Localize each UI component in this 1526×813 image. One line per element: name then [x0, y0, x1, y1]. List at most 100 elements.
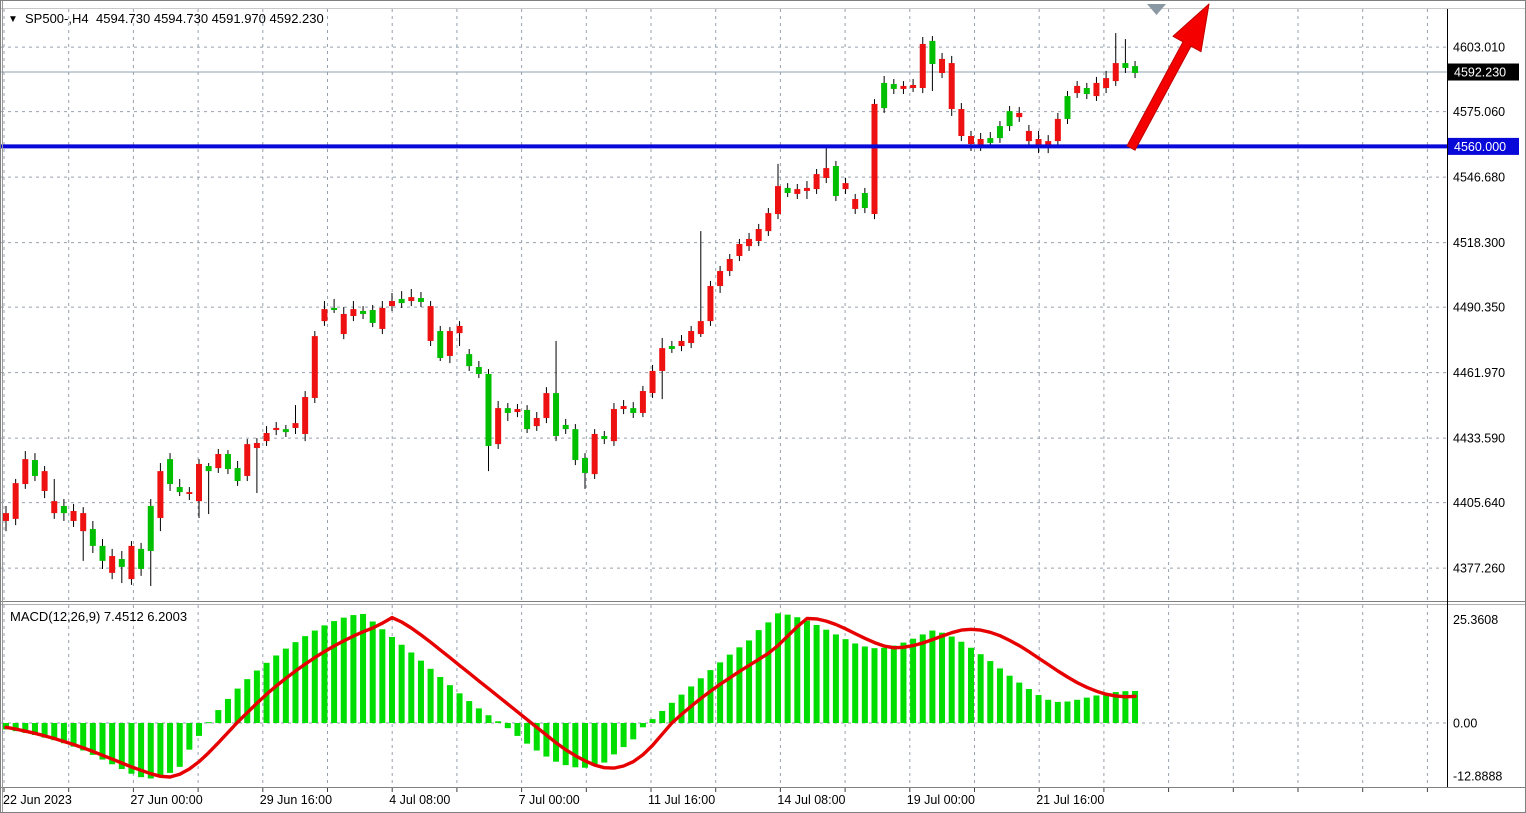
bear-candle [620, 406, 627, 410]
time-axis-label: 22 Jun 2023 [3, 793, 72, 807]
bear-candle [340, 313, 347, 335]
chart-title-quote: 4594.730 4594.730 4591.970 4592.230 [96, 11, 324, 26]
bear-candle [157, 471, 164, 518]
bear-candle [3, 513, 9, 521]
macd-histogram-bar [224, 698, 231, 723]
time-axis-label: 11 Jul 16:00 [648, 793, 715, 807]
macd-panel-area[interactable] [1, 605, 1447, 787]
macd-histogram-bar [99, 723, 106, 760]
bear-candle [253, 442, 260, 449]
bull-candle [553, 393, 560, 437]
price-axis-label: 4603.010 [1453, 41, 1505, 55]
bull-candle [582, 457, 588, 473]
macd-histogram-bar [881, 647, 888, 723]
macd-axis-label: 0.00 [1453, 717, 1477, 731]
macd-signal-line [4, 615, 1137, 779]
bull-candle [504, 408, 511, 413]
macd-histogram-bar [659, 710, 666, 723]
macd-histogram-bar [109, 723, 116, 765]
macd-histogram-bar [31, 723, 38, 736]
macd-histogram-bar [292, 642, 299, 723]
bull-candle [987, 138, 994, 143]
time-axis-label: 19 Jul 00:00 [907, 793, 975, 807]
macd-histogram-bar [910, 638, 917, 723]
bear-candle [900, 85, 907, 89]
macd-histogram-bar [456, 693, 463, 723]
bear-candle [292, 423, 299, 428]
main-chart-area[interactable] [1, 9, 1447, 601]
symbol-dropdown-icon[interactable]: ▼ [8, 14, 18, 25]
macd-histogram-bar [282, 648, 289, 723]
price-axis[interactable] [1448, 9, 1526, 787]
current-price-badge-text: 4592.230 [1454, 66, 1506, 80]
bear-candle [871, 103, 878, 215]
bull-candle [89, 529, 96, 546]
bear-candle [321, 309, 328, 322]
bear-candle [215, 454, 222, 469]
macd-histogram-bar [1122, 691, 1129, 723]
bull-candle [630, 408, 637, 413]
macd-histogram-bar [360, 613, 367, 723]
price-axis-label: 4377.260 [1453, 562, 1505, 576]
bear-candle [80, 513, 87, 532]
bear-candle [533, 418, 540, 427]
bear-candle [823, 168, 830, 179]
bear-candle [755, 229, 762, 242]
top-marker-triangle-icon[interactable] [1147, 4, 1166, 15]
bear-candle [842, 183, 849, 190]
level-price-badge [1448, 137, 1519, 155]
macd-histogram-bar [302, 636, 309, 723]
bull-candle [1122, 63, 1129, 68]
bull-candle [437, 331, 444, 359]
bear-candle [746, 238, 753, 247]
bear-candle [196, 463, 202, 502]
macd-histogram-bar [601, 723, 608, 763]
macd-histogram-bar [1054, 701, 1061, 723]
macd-histogram-bar [572, 723, 579, 768]
macd-histogram-bar [890, 645, 897, 723]
candles-layer[interactable] [3, 33, 1139, 587]
time-axis-label: 27 Jun 00:00 [130, 793, 202, 807]
price-axis-label: 4518.300 [1453, 236, 1505, 250]
bull-candle [1064, 96, 1071, 119]
bear-candle [273, 427, 280, 431]
bull-candle [60, 505, 67, 514]
macd-histogram-bar [929, 630, 936, 723]
bull-candle [861, 193, 868, 209]
price-axis-label: 4546.680 [1453, 171, 1505, 185]
bull-candle [562, 424, 569, 430]
macd-histogram-bar [167, 723, 174, 773]
bear-candle [659, 348, 666, 371]
time-axis-label: 29 Jun 16:00 [260, 793, 332, 807]
macd-histogram-bar [485, 715, 492, 723]
macd-histogram-bar [775, 613, 781, 723]
macd-histogram-bar [176, 723, 183, 767]
macd-histogram-bar [446, 685, 453, 723]
bear-candle [427, 306, 434, 341]
bear-candle [109, 556, 116, 573]
axis-labels-layer: 4603.010 4575.060 4546.680 4518.300 4490.350… [3, 41, 1519, 807]
macd-histogram-bar [128, 723, 135, 774]
bull-candle [176, 487, 183, 493]
macd-histogram-bar [524, 723, 531, 744]
bear-candle [958, 109, 965, 137]
trend-arrow-up[interactable] [1126, 3, 1210, 151]
macd-histogram-bar [311, 630, 318, 723]
macd-histogram-bar [369, 621, 376, 723]
macd-histogram-bar [977, 654, 984, 723]
bear-candle [186, 492, 193, 494]
bull-candle [832, 166, 839, 197]
bull-candle [205, 466, 212, 472]
bear-candle [389, 301, 395, 307]
macd-histogram-bar [340, 617, 347, 723]
bear-candle [244, 444, 251, 476]
macd-histogram-bar [1016, 682, 1023, 723]
time-axis[interactable] [1, 789, 1447, 813]
annotations-layer[interactable] [1126, 3, 1210, 151]
macd-histogram-bar [60, 723, 67, 744]
bull-candle [147, 505, 154, 551]
time-axis-label: 7 Jul 00:00 [519, 793, 580, 807]
macd-histogram-bar [70, 723, 77, 747]
